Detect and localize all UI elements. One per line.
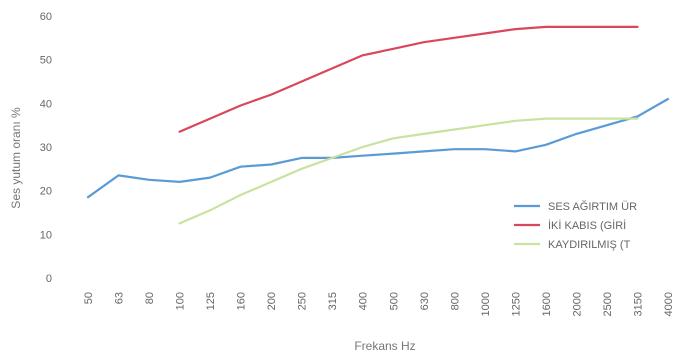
x-tick-label: 100: [175, 292, 187, 310]
x-tick-label: 63: [114, 292, 126, 304]
y-tick-label: 30: [40, 142, 52, 154]
x-tick-label: 800: [449, 292, 461, 310]
y-tick-label: 20: [40, 186, 52, 198]
x-tick-label: 315: [327, 292, 339, 310]
series-line-0: [86, 97, 670, 199]
x-tick-label: 200: [266, 292, 278, 310]
x-tick-label: 1250: [510, 292, 522, 316]
legend-label: İKİ KABIS (GİRİ: [548, 219, 626, 232]
y-tick-label: 10: [40, 229, 52, 241]
x-tick-label: 1600: [541, 292, 553, 316]
series-lines: [86, 25, 670, 225]
x-tick-label: 500: [388, 292, 400, 310]
y-tick-label: 40: [40, 98, 52, 110]
x-tick-label: 4000: [663, 292, 674, 316]
x-tick-label: 160: [236, 292, 248, 310]
x-tick-label: 125: [205, 292, 217, 310]
x-tick-label: 3150: [632, 292, 644, 316]
y-tick-label: 50: [40, 55, 52, 67]
legend-label: KAYDIRILMIŞ (T: [548, 239, 631, 251]
x-tick-label: 250: [297, 292, 309, 310]
y-axis-title: Ses yutum oranı %: [9, 107, 23, 209]
x-tick-label: 400: [358, 292, 370, 310]
x-axis-ticks: 50 63 80 100 125 160 200 250 315 400 500 630 800 1000…: [83, 292, 674, 316]
x-tick-label: 50: [83, 292, 95, 304]
x-tick-label: 1000: [480, 292, 492, 316]
y-tick-label: 0: [46, 273, 52, 285]
x-tick-label: 2500: [602, 292, 614, 316]
x-axis-title: Frekans Hz: [354, 339, 415, 353]
series-line-1: [178, 25, 639, 133]
x-tick-label: 630: [419, 292, 431, 310]
legend: SES AĞIRTIM ÜR İKİ KABIS (GİRİ KAYDIRILMIŞ…: [508, 194, 668, 257]
series-line-2: [178, 117, 639, 225]
y-axis-ticks: 0 10 20 30 40 50 60: [40, 11, 52, 285]
legend-label: SES AĞIRTIM ÜR: [548, 200, 637, 213]
x-tick-label: 80: [144, 292, 156, 304]
x-tick-label: 2000: [571, 292, 583, 316]
y-tick-label: 60: [40, 11, 52, 23]
